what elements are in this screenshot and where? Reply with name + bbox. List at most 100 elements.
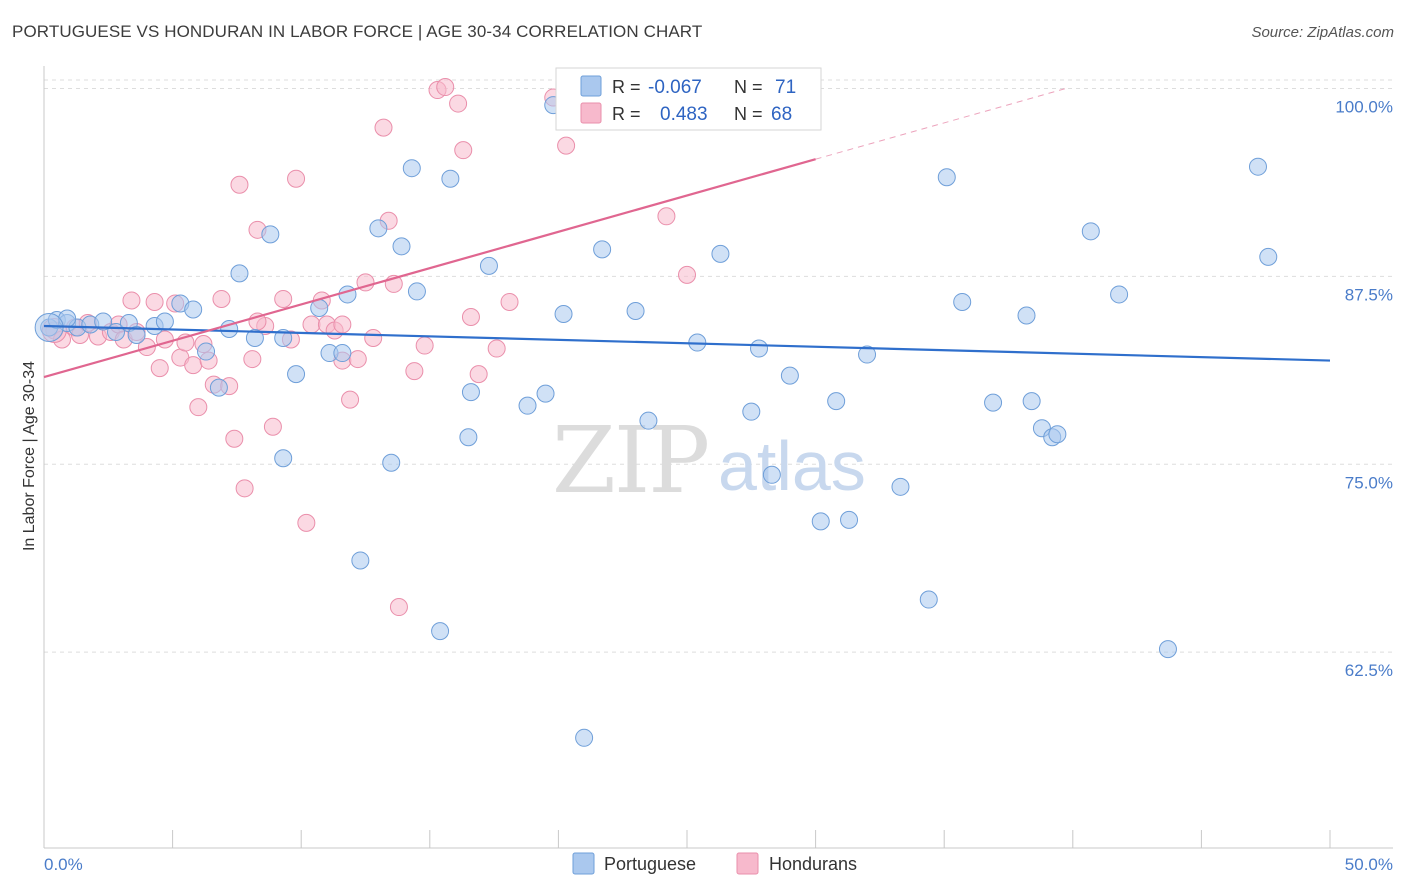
- portuguese-point: [811, 512, 830, 531]
- portuguese-point: [750, 339, 769, 358]
- watermark-atlas: atlas: [718, 427, 866, 505]
- bottom-legend-label-portuguese: Portuguese: [604, 854, 696, 874]
- portuguese-point: [1048, 425, 1067, 444]
- honduran-point: [487, 339, 506, 358]
- honduran-point: [333, 315, 352, 334]
- portuguese-point: [742, 402, 761, 421]
- portuguese-point: [1022, 392, 1041, 411]
- honduran-point: [364, 329, 383, 348]
- honduran-point: [657, 207, 676, 226]
- honduran-point: [469, 365, 488, 384]
- x-tick-label-max: 50.0%: [1345, 855, 1393, 874]
- honduran-point: [122, 291, 141, 310]
- honduran-point: [374, 118, 393, 137]
- y-tick-label: 100.0%: [1335, 98, 1393, 117]
- portuguese-point: [441, 169, 460, 188]
- series-legend: Portuguese Hondurans: [572, 852, 857, 875]
- honduran-point: [230, 175, 249, 194]
- portuguese-point: [1081, 222, 1100, 241]
- correlation-legend: R = -0.067 N = 71 R = 0.483 N = 68: [555, 67, 822, 131]
- portuguese-point: [274, 329, 293, 348]
- portuguese-point: [711, 244, 730, 263]
- y-tick-label: 87.5%: [1345, 285, 1393, 304]
- chart-title: PORTUGUESE VS HONDURAN IN LABOR FORCE | …: [12, 22, 703, 41]
- gridlines: [44, 79, 1393, 653]
- honduran-point: [461, 307, 480, 326]
- honduran-point: [235, 479, 254, 498]
- portuguese-point: [461, 383, 480, 402]
- bottom-legend-swatch-hondurans: [736, 852, 759, 875]
- portuguese-point: [184, 300, 203, 319]
- honduran-point: [184, 356, 203, 375]
- portuguese-point: [382, 453, 401, 472]
- portuguese-point: [937, 168, 956, 187]
- portuguese-point: [762, 465, 781, 484]
- portuguese-point: [261, 225, 280, 244]
- legend-n-value-hondurans: 68: [771, 104, 792, 125]
- honduran-point: [189, 398, 208, 417]
- portuguese-point: [1017, 306, 1036, 325]
- portuguese-point: [431, 622, 450, 641]
- honduran-point: [348, 350, 367, 369]
- portuguese-point: [479, 256, 498, 275]
- portuguese-point: [891, 477, 910, 496]
- portuguese-point: [536, 384, 555, 403]
- portuguese-point: [351, 551, 370, 570]
- honduran-point: [449, 94, 468, 113]
- honduran-point: [150, 359, 169, 378]
- honduran-point: [678, 265, 696, 284]
- portuguese-point: [840, 510, 859, 529]
- portuguese-point: [639, 411, 658, 430]
- honduran-point: [287, 169, 306, 188]
- portuguese-trend-line: [43, 324, 1331, 362]
- portuguese-point: [155, 312, 174, 331]
- portuguese-point: [127, 326, 146, 345]
- honduran-point: [274, 289, 293, 308]
- portuguese-point: [626, 301, 645, 320]
- watermark-zip: ZIP: [552, 407, 708, 514]
- honduran-point: [243, 350, 262, 369]
- y-tick-labels: 62.5% 75.0% 87.5% 100.0%: [1335, 98, 1393, 681]
- portuguese-point: [287, 365, 306, 384]
- axes: [43, 66, 1393, 849]
- legend-n-label-hondurans: N =: [734, 104, 763, 124]
- legend-swatch-portuguese: [580, 75, 602, 97]
- portuguese-point: [1248, 157, 1267, 176]
- honduran-trend-extension: [815, 88, 1066, 160]
- portuguese-point: [402, 159, 421, 178]
- honduran-point: [389, 598, 408, 617]
- portuguese-point: [984, 393, 1003, 412]
- portuguese-point: [919, 590, 938, 609]
- portuguese-point: [1158, 640, 1177, 659]
- legend-r-value-hondurans: 0.483: [660, 104, 708, 125]
- honduran-point: [405, 362, 424, 381]
- legend-r-label-hondurans: R =: [612, 104, 641, 124]
- legend-swatch-hondurans: [580, 102, 602, 124]
- portuguese-point: [518, 396, 537, 415]
- portuguese-point: [827, 392, 846, 411]
- portuguese-point: [333, 344, 352, 363]
- legend-n-value-portuguese: 71: [775, 77, 796, 98]
- legend-n-label-portuguese: N =: [734, 77, 763, 97]
- honduran-point: [436, 78, 455, 97]
- portuguese-point: [554, 304, 573, 323]
- honduran-point: [145, 292, 164, 311]
- portuguese-point: [209, 378, 228, 397]
- legend-r-label-portuguese: R =: [612, 77, 641, 97]
- portuguese-point: [459, 428, 478, 447]
- honduran-point: [212, 289, 231, 308]
- honduran-point: [263, 417, 282, 436]
- y-tick-label: 62.5%: [1345, 661, 1393, 680]
- honduran-point: [225, 429, 244, 448]
- portuguese-point: [593, 240, 612, 259]
- source-credit: Source: ZipAtlas.com: [1251, 24, 1394, 41]
- y-axis-label: In Labor Force | Age 30-34: [21, 361, 38, 551]
- portuguese-point: [1110, 285, 1129, 304]
- portuguese-point: [858, 345, 877, 364]
- honduran-trend-line: [43, 158, 816, 379]
- portuguese-point: [953, 292, 972, 311]
- portuguese-point: [94, 312, 113, 331]
- portuguese-points: [34, 96, 1278, 747]
- honduran-point: [302, 315, 321, 334]
